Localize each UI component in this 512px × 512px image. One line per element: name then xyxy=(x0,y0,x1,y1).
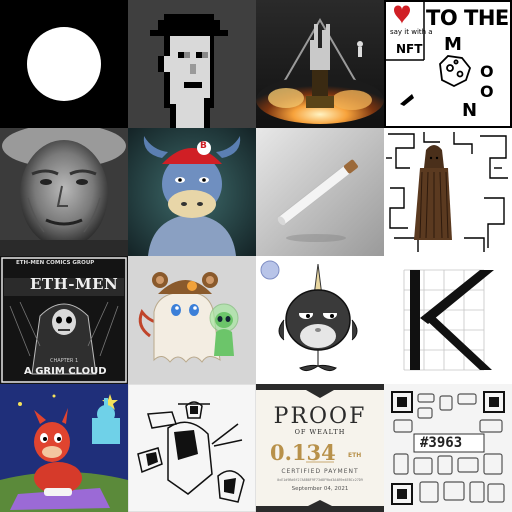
gallery-tile-elderly-portrait[interactable] xyxy=(0,128,128,256)
cap-letter: B xyxy=(200,141,207,151)
maze-figure-art xyxy=(384,128,512,256)
gallery-tile-narwhal[interactable] xyxy=(256,256,384,384)
white-circle-art xyxy=(27,27,101,101)
gallery-tile-ghost-bear[interactable] xyxy=(128,256,256,384)
gallery-tile-to-the-moon[interactable]: say it with a NFT TO THE M O O N xyxy=(384,0,512,128)
proof-title: PROOF xyxy=(273,404,367,429)
comic-cover-art xyxy=(0,256,128,384)
gallery-tile-white-circle[interactable] xyxy=(0,0,128,128)
cigarette-art xyxy=(256,128,384,256)
ink-sketch-art xyxy=(128,384,256,512)
comic-header: ETH-MEN COMICS GROUP xyxy=(16,260,95,266)
gallery-tile-rock-trophy[interactable] xyxy=(256,0,384,128)
qr-mosaic-art xyxy=(384,384,512,512)
rock-trophy-art xyxy=(256,0,384,128)
gallery-tile-qr-mosaic[interactable]: #3963 xyxy=(384,384,512,512)
ghost-bear-art xyxy=(128,256,256,384)
proof-unit: ETH xyxy=(348,452,362,459)
proof-caption: CERTIFIED PAYMENT xyxy=(281,468,359,475)
proof-address: 0xE1d9Bd6f27A8B8F9F73d8F9bd3A4B9e4EBCc27… xyxy=(277,478,363,482)
comic-chapter: CHAPTER 1 xyxy=(50,358,79,364)
gallery-tile-letter-k[interactable] xyxy=(384,256,512,384)
letter-k-art xyxy=(384,256,512,384)
gallery-tile-pixel-punk[interactable] xyxy=(128,0,256,128)
gallery-tile-proof-of-wealth[interactable]: PROOF OF WEALTH 0.134 ETH CERTIFIED PAYM… xyxy=(256,384,384,512)
qr-number: #3963 xyxy=(420,435,463,451)
comic-title: A GRIM CLOUD xyxy=(24,366,107,377)
nft-label: NFT xyxy=(396,42,423,56)
gallery-tile-red-llama[interactable] xyxy=(0,384,128,512)
narwhal-art xyxy=(256,256,384,384)
comic-logo: ETH-MEN xyxy=(30,275,119,293)
red-llama-art xyxy=(0,384,128,512)
gallery-tile-comic-cover[interactable]: ETH-MEN COMICS GROUP ETH-MEN CHAPTER 1 A… xyxy=(0,256,128,384)
gallery-tile-maze-figure[interactable] xyxy=(384,128,512,256)
to-the-moon-art xyxy=(384,0,512,128)
proof-of-wealth-frame xyxy=(256,384,384,512)
bull-cap-art xyxy=(128,128,256,256)
gallery-tile-ink-sketch[interactable] xyxy=(128,384,256,512)
moon-letter-m: M xyxy=(444,34,462,55)
proof-amount: 0.134 xyxy=(270,440,336,465)
moon-letter-o1: O xyxy=(480,62,494,81)
elderly-portrait-art xyxy=(0,128,128,256)
proof-subtitle: OF WEALTH xyxy=(294,428,346,436)
gallery-tile-bull-cap[interactable]: B xyxy=(128,128,256,256)
gallery-tile-cigarette[interactable] xyxy=(256,128,384,256)
moon-letter-n: N xyxy=(462,100,478,121)
heart-caption: say it with a xyxy=(390,28,433,36)
to-the-title: TO THE xyxy=(426,6,509,30)
pixel-punk-art xyxy=(128,0,256,128)
moon-letter-o2: O xyxy=(480,82,494,101)
proof-date: September 04, 2021 xyxy=(291,486,349,492)
